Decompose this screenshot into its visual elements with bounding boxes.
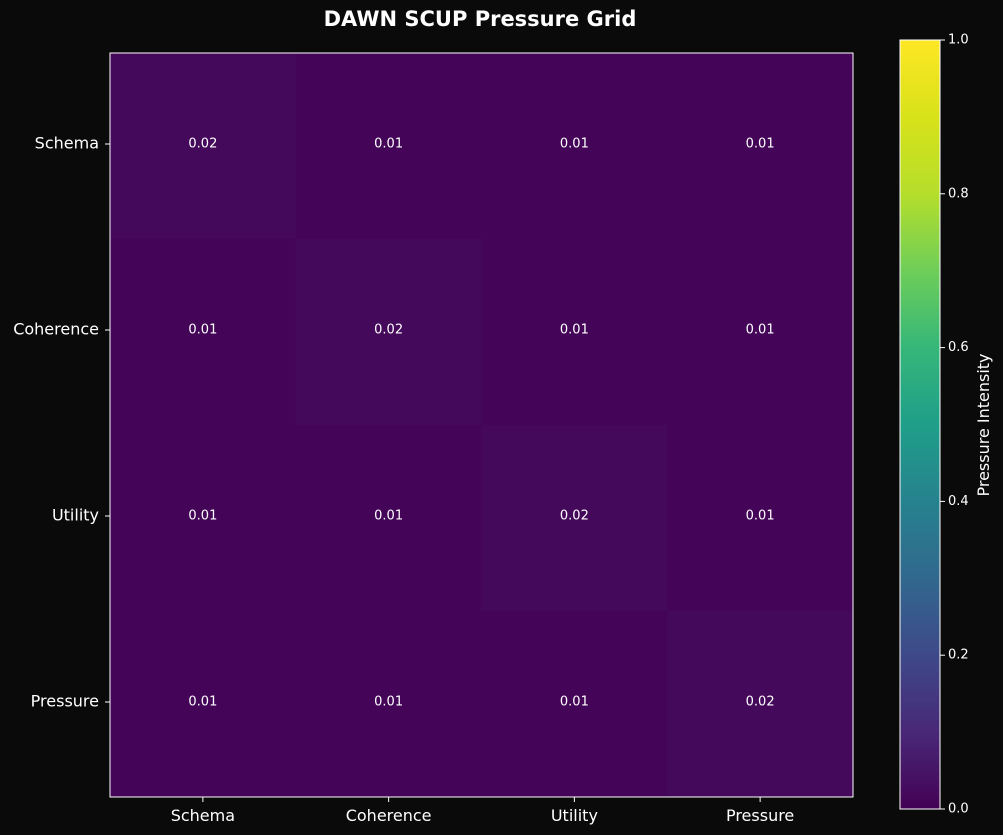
y-tick-label: Utility [52, 506, 99, 525]
x-tick-label: Pressure [726, 806, 794, 825]
cell-value-label: 0.01 [188, 323, 217, 338]
colorbar-frame [899, 39, 941, 810]
y-tick-label: Schema [35, 134, 99, 153]
colorbar-tick-label: 0.4 [948, 494, 969, 509]
cell-value-label: 0.01 [374, 137, 403, 152]
colorbar-tick-label: 0.8 [948, 186, 969, 201]
heatmap-cell [295, 53, 482, 240]
cell-value-label: 0.01 [746, 137, 775, 152]
cell-value-label: 0.01 [374, 509, 403, 524]
x-tick-label: Coherence [346, 806, 432, 825]
cell-value-label: 0.02 [560, 509, 589, 524]
cell-value-label: 0.01 [188, 509, 217, 524]
heatmap-cell [110, 425, 297, 612]
cell-value-label: 0.01 [746, 509, 775, 524]
heatmap-cell-labels: 0.02 0.01 0.01 0.01 0.01 0.02 0.01 0.01 0.01 0.01… [188, 137, 774, 710]
colorbar: 0.0 0.2 0.4 0.6 0.8 1.0 Pressure Intensity [899, 33, 993, 817]
heatmap-cell [295, 425, 482, 612]
cell-value-label: 0.01 [560, 695, 589, 710]
y-tick-label: Pressure [31, 692, 99, 711]
y-tick-label: Coherence [13, 320, 99, 339]
heatmap-cell [481, 239, 668, 426]
heatmap-cells [110, 53, 854, 798]
cell-value-label: 0.02 [188, 137, 217, 152]
heatmap-cell [667, 425, 854, 612]
heatmap-cell [295, 611, 482, 798]
colorbar-gradient [900, 40, 940, 809]
colorbar-label: Pressure Intensity [974, 353, 993, 496]
cell-value-label: 0.02 [746, 695, 775, 710]
cell-value-label: 0.01 [374, 695, 403, 710]
heatmap-cell [481, 611, 668, 798]
heatmap-cell [667, 53, 854, 240]
heatmap-cell [667, 239, 854, 426]
heatmap-cell [481, 53, 668, 240]
heatmap-cell [110, 239, 297, 426]
heatmap-cell [481, 425, 668, 612]
colorbar-tick-label: 0.6 [948, 340, 969, 355]
cell-value-label: 0.01 [560, 137, 589, 152]
cell-value-label: 0.01 [746, 323, 775, 338]
heatmap-cell [295, 239, 482, 426]
y-axis: Schema Coherence Utility Pressure [13, 134, 110, 711]
colorbar-ticks: 0.0 0.2 0.4 0.6 0.8 1.0 [940, 33, 969, 817]
x-axis: Schema Coherence Utility Pressure [171, 797, 794, 825]
x-tick-label: Utility [551, 806, 598, 825]
cell-value-label: 0.01 [188, 695, 217, 710]
cell-value-label: 0.01 [560, 323, 589, 338]
colorbar-tick-label: 0.2 [948, 648, 969, 663]
heatmap-cell [667, 611, 854, 798]
chart-title: DAWN SCUP Pressure Grid [324, 7, 637, 31]
colorbar-tick-label: 0.0 [948, 802, 969, 817]
plot-frame [109, 52, 854, 798]
x-tick-label: Schema [171, 806, 235, 825]
cell-value-label: 0.02 [374, 323, 403, 338]
heatmap-cell [110, 53, 297, 240]
heatmap-cell [110, 611, 297, 798]
colorbar-tick-label: 1.0 [948, 33, 969, 48]
